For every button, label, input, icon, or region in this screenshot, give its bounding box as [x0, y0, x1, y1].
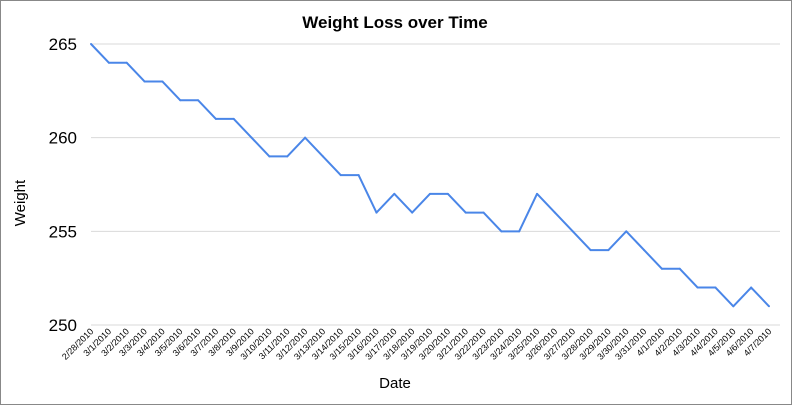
- data-point: [536, 192, 539, 195]
- data-point: [161, 80, 164, 83]
- data-point: [482, 211, 485, 214]
- data-point: [589, 249, 592, 252]
- data-point: [643, 249, 646, 252]
- series-line: [90, 43, 770, 308]
- data-point: [232, 117, 235, 120]
- data-point: [393, 192, 396, 195]
- data-point: [768, 305, 770, 308]
- y-tick-label: 265: [49, 35, 77, 54]
- data-point: [696, 286, 699, 289]
- data-point: [500, 230, 503, 233]
- chart-title: Weight Loss over Time: [302, 13, 487, 32]
- data-point: [90, 43, 92, 45]
- data-point: [357, 174, 360, 177]
- data-point: [678, 267, 681, 270]
- data-point: [607, 249, 610, 252]
- gridlines: [91, 43, 780, 326]
- data-point: [125, 61, 128, 64]
- x-axis-label: Date: [379, 375, 411, 392]
- data-point: [304, 136, 307, 139]
- data-point: [197, 99, 200, 102]
- series-weight: [90, 43, 770, 308]
- data-point: [732, 305, 735, 308]
- y-tick-label: 260: [49, 129, 77, 148]
- data-point: [571, 230, 574, 233]
- data-point: [339, 174, 342, 177]
- data-point: [625, 230, 628, 233]
- data-point: [714, 286, 717, 289]
- data-point: [553, 211, 556, 214]
- data-point: [518, 230, 521, 233]
- data-point: [286, 155, 289, 158]
- data-point: [750, 286, 753, 289]
- y-tick-label: 250: [49, 316, 77, 335]
- data-point: [250, 136, 253, 139]
- data-point: [107, 61, 110, 64]
- data-point: [429, 192, 431, 195]
- data-point: [446, 192, 449, 195]
- y-tick-label: 255: [49, 222, 77, 241]
- x-axis-ticks: 2/28/20103/1/20103/2/20103/3/20103/4/201…: [60, 326, 773, 361]
- data-point: [321, 155, 324, 158]
- data-point: [464, 211, 467, 214]
- data-point: [660, 267, 663, 270]
- data-point: [179, 99, 182, 102]
- data-point: [143, 80, 146, 83]
- y-axis-ticks: 250 255 260 265: [49, 35, 77, 335]
- data-point: [214, 117, 217, 120]
- y-axis-label: Weight: [12, 179, 29, 226]
- data-point: [411, 211, 414, 214]
- data-point: [268, 155, 271, 158]
- data-point: [375, 211, 378, 214]
